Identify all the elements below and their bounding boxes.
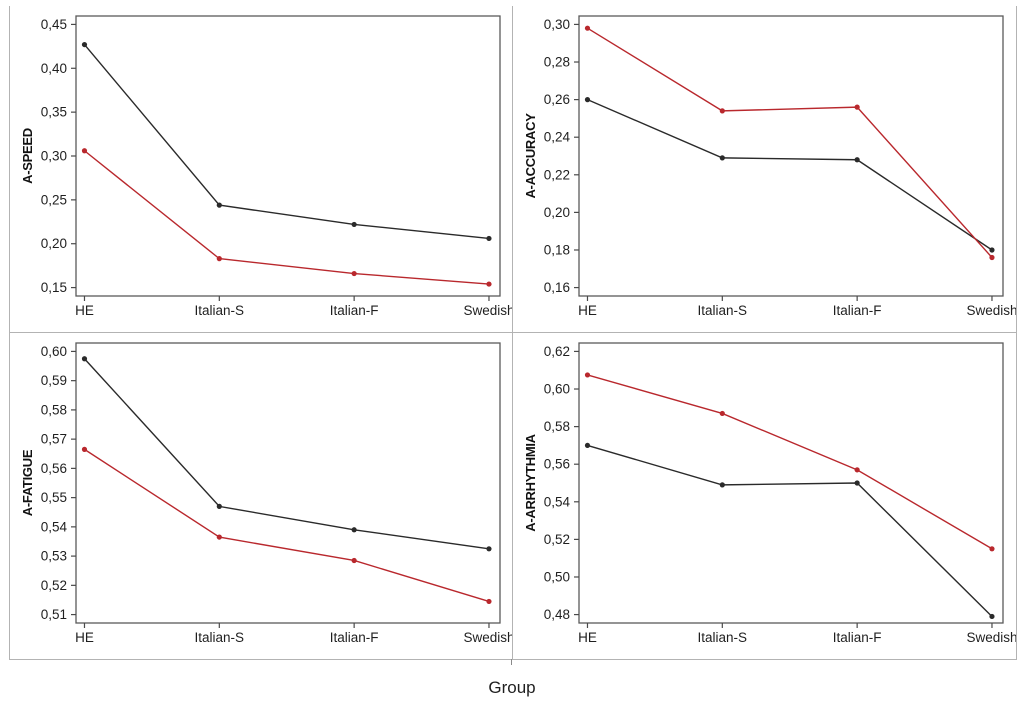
svg-text:0,20: 0,20 xyxy=(544,205,570,220)
svg-text:0,54: 0,54 xyxy=(544,494,571,509)
svg-text:0,48: 0,48 xyxy=(544,607,570,622)
y-axis: 0,15 0,20 0,25 0,30 0,35 0,40 0,45 xyxy=(41,17,76,295)
svg-text:0,51: 0,51 xyxy=(41,607,67,622)
svg-text:0,60: 0,60 xyxy=(41,344,67,359)
svg-text:0,50: 0,50 xyxy=(544,569,570,584)
svg-text:0,16: 0,16 xyxy=(544,280,570,295)
x-axis: HE Italian-S Italian-F Swedish xyxy=(578,296,1016,318)
svg-text:Swedish: Swedish xyxy=(463,303,513,318)
svg-text:0,20: 0,20 xyxy=(41,236,67,251)
svg-text:0,26: 0,26 xyxy=(544,92,570,107)
panel-a-arrhythmia: 0,48 0,50 0,52 0,54 0,56 0,58 0,60 0,62 HE Italia… xyxy=(513,333,1016,659)
svg-text:0,57: 0,57 xyxy=(41,432,67,447)
series-black xyxy=(81,41,492,242)
svg-text:Swedish: Swedish xyxy=(966,303,1016,318)
series-red xyxy=(81,446,492,605)
svg-text:0,22: 0,22 xyxy=(544,167,570,182)
svg-text:Italian-S: Italian-S xyxy=(698,303,748,318)
chart-a-speed: 0,15 0,20 0,25 0,30 0,35 0,40 0,45 HE Italian-S I… xyxy=(20,15,513,318)
svg-text:Italian-S: Italian-S xyxy=(195,630,245,645)
y-axis-title: A-SPEED xyxy=(20,128,35,184)
panel-a-fatigue: 0,51 0,52 0,53 0,54 0,55 0,56 0,57 0,58 0,59 0,60… xyxy=(10,333,513,659)
svg-text:Italian-F: Italian-F xyxy=(833,303,882,318)
series-red xyxy=(584,25,995,261)
chart-a-fatigue: 0,51 0,52 0,53 0,54 0,55 0,56 0,57 0,58 0,59 0,60… xyxy=(20,342,513,645)
panel-grid: 0,15 0,20 0,25 0,30 0,35 0,40 0,45 HE Italian-S I… xyxy=(9,6,1017,660)
svg-text:0,59: 0,59 xyxy=(41,373,67,388)
svg-text:0,56: 0,56 xyxy=(544,457,570,472)
svg-text:0,35: 0,35 xyxy=(41,105,67,120)
plot-frame xyxy=(578,342,1004,624)
svg-text:Italian-F: Italian-F xyxy=(833,630,882,645)
svg-text:0,15: 0,15 xyxy=(41,280,67,295)
svg-text:0,40: 0,40 xyxy=(41,61,67,76)
panel-a-speed: 0,15 0,20 0,25 0,30 0,35 0,40 0,45 HE Italian-S I… xyxy=(10,6,513,332)
chart-a-arrhythmia: 0,48 0,50 0,52 0,54 0,56 0,58 0,60 0,62 HE Italia… xyxy=(523,342,1016,645)
svg-text:0,28: 0,28 xyxy=(544,55,570,70)
svg-text:0,58: 0,58 xyxy=(41,402,67,417)
series-red xyxy=(584,372,995,552)
x-axis: HE Italian-S Italian-F Swedish xyxy=(75,296,513,318)
series-black xyxy=(584,442,995,620)
x-axis: HE Italian-S Italian-F Swedish xyxy=(75,623,513,645)
svg-text:0,60: 0,60 xyxy=(544,382,570,397)
y-axis-title: A-ARRHYTHMIA xyxy=(523,433,538,531)
panel-divider-horizontal xyxy=(10,332,1016,333)
svg-text:0,52: 0,52 xyxy=(41,578,67,593)
y-axis: 0,16 0,18 0,20 0,22 0,24 0,26 0,28 0,30 xyxy=(544,17,579,295)
svg-text:HE: HE xyxy=(578,630,597,645)
svg-text:HE: HE xyxy=(75,630,94,645)
svg-text:0,24: 0,24 xyxy=(544,130,571,145)
group-axis-tick xyxy=(511,659,512,665)
svg-text:0,54: 0,54 xyxy=(41,519,68,534)
svg-text:0,53: 0,53 xyxy=(41,549,67,564)
svg-text:0,52: 0,52 xyxy=(544,532,570,547)
y-axis-title: A-ACCURACY xyxy=(523,113,538,199)
series-black xyxy=(584,97,995,253)
series-black xyxy=(81,356,492,552)
svg-text:0,30: 0,30 xyxy=(41,149,67,164)
chart-a-accuracy: 0,16 0,18 0,20 0,22 0,24 0,26 0,28 0,30 HE Italia… xyxy=(523,15,1016,318)
svg-text:Italian-F: Italian-F xyxy=(330,630,379,645)
svg-text:Italian-F: Italian-F xyxy=(330,303,379,318)
series-red xyxy=(81,148,492,287)
svg-text:0,45: 0,45 xyxy=(41,17,67,32)
svg-text:0,25: 0,25 xyxy=(41,192,67,207)
y-axis-title: A-FATIGUE xyxy=(20,449,35,516)
svg-text:0,18: 0,18 xyxy=(544,242,570,257)
svg-text:0,56: 0,56 xyxy=(41,461,67,476)
svg-text:Italian-S: Italian-S xyxy=(698,630,748,645)
svg-text:Swedish: Swedish xyxy=(966,630,1016,645)
plot-frame xyxy=(578,15,1004,297)
svg-text:0,30: 0,30 xyxy=(544,17,570,32)
y-axis: 0,48 0,50 0,52 0,54 0,56 0,58 0,60 0,62 xyxy=(544,344,579,622)
svg-text:0,62: 0,62 xyxy=(544,344,570,359)
panel-a-accuracy: 0,16 0,18 0,20 0,22 0,24 0,26 0,28 0,30 HE Italia… xyxy=(513,6,1016,332)
svg-text:HE: HE xyxy=(578,303,597,318)
plot-frame xyxy=(75,15,501,297)
svg-text:Swedish: Swedish xyxy=(463,630,513,645)
svg-text:0,58: 0,58 xyxy=(544,419,570,434)
svg-text:Italian-S: Italian-S xyxy=(195,303,245,318)
x-axis-title: Group xyxy=(488,678,536,697)
plot-frame xyxy=(75,342,501,624)
svg-text:0,55: 0,55 xyxy=(41,490,67,505)
svg-text:HE: HE xyxy=(75,303,94,318)
y-axis: 0,51 0,52 0,53 0,54 0,55 0,56 0,57 0,58 0,59 0,60 xyxy=(41,344,76,622)
x-axis: HE Italian-S Italian-F Swedish xyxy=(578,623,1016,645)
